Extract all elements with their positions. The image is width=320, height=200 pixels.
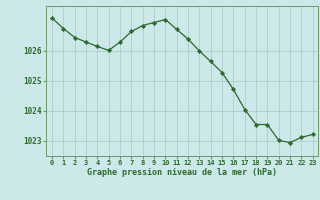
X-axis label: Graphe pression niveau de la mer (hPa): Graphe pression niveau de la mer (hPa) — [87, 168, 277, 177]
